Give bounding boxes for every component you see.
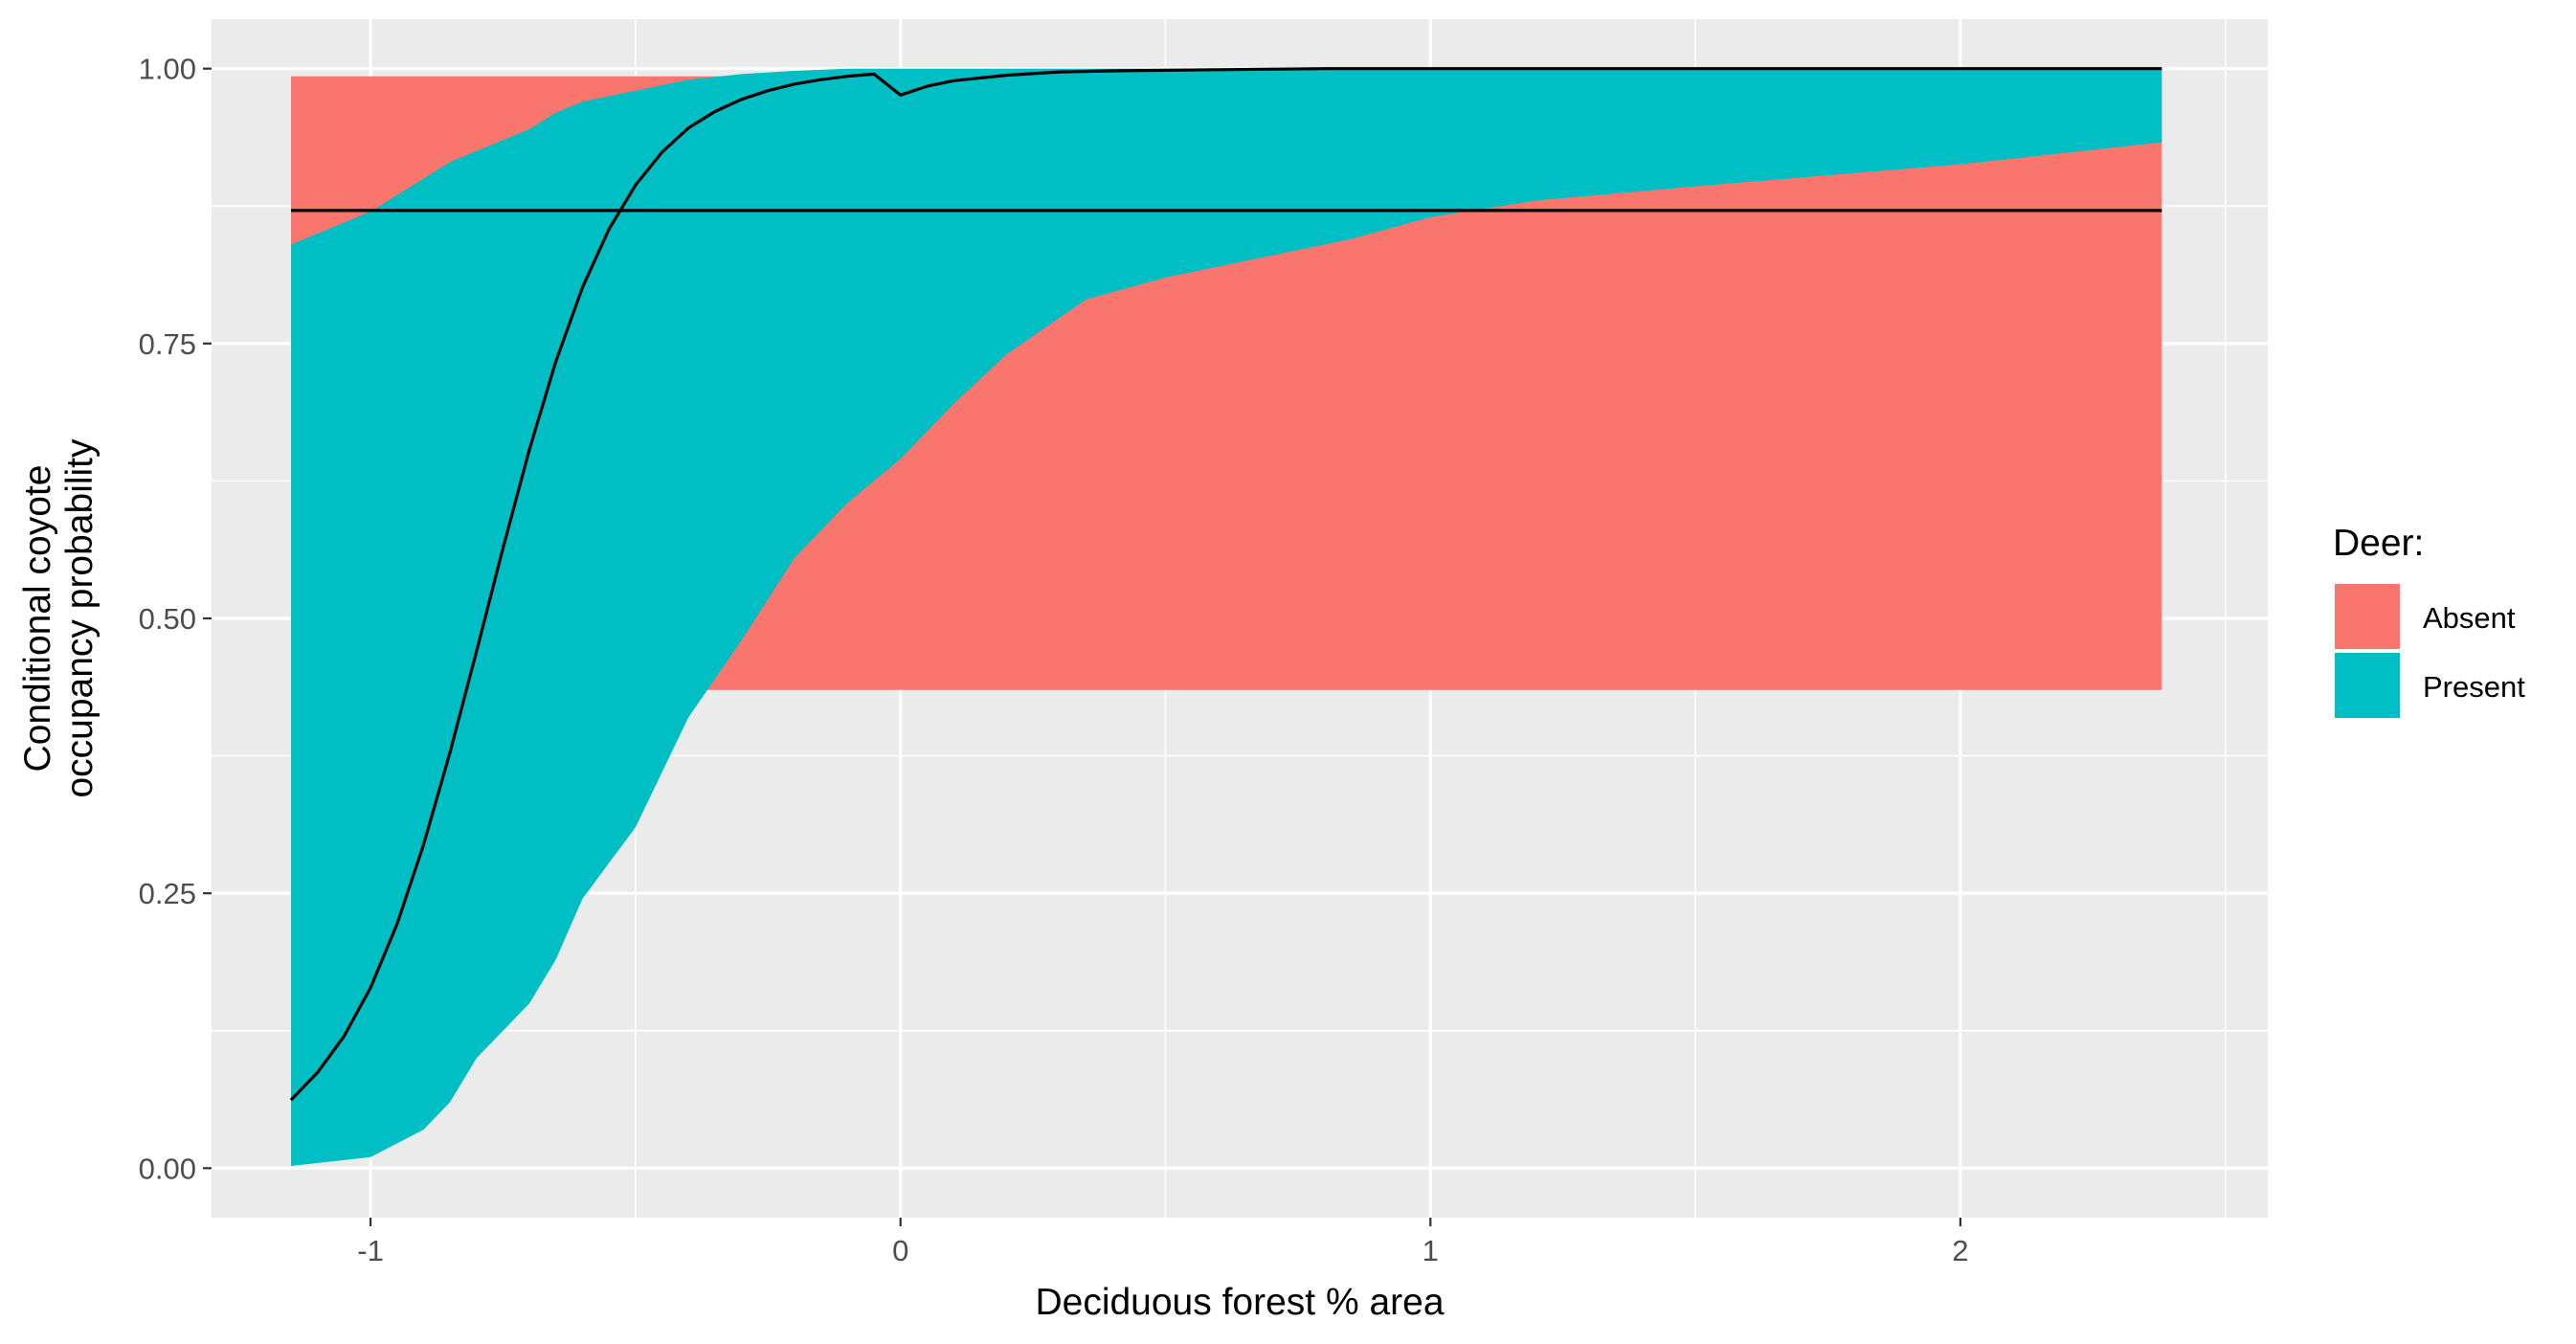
y-axis: 0.00 0.25 0.50 0.75 1.00 xyxy=(139,53,212,1185)
legend-key-present xyxy=(2335,653,2400,718)
y-tick-label: 0.25 xyxy=(139,877,196,910)
y-tick-label: 0.75 xyxy=(139,327,196,361)
x-tick-label: -1 xyxy=(357,1234,384,1267)
y-axis-title-line-2: occupancy probability xyxy=(59,438,101,798)
x-tick-label: 0 xyxy=(892,1234,908,1267)
series-layer xyxy=(289,67,2162,1167)
y-tick-label: 1.00 xyxy=(139,53,196,86)
y-tick-label: 0.50 xyxy=(139,602,196,636)
x-tick-label: 2 xyxy=(1952,1234,1968,1267)
legend: Deer: Absent Present xyxy=(2333,523,2525,718)
legend-label-present: Present xyxy=(2423,670,2525,704)
y-axis-title: Conditional coyote occupancy probability xyxy=(17,438,101,798)
legend-label-absent: Absent xyxy=(2423,601,2516,635)
legend-title: Deer: xyxy=(2333,523,2424,564)
legend-key-absent xyxy=(2335,584,2400,649)
y-axis-title-line-1: Conditional coyote xyxy=(17,465,58,773)
x-axis-title: Deciduous forest % area xyxy=(1035,1282,1444,1323)
line-2 xyxy=(289,67,2162,1102)
x-axis: -1 0 1 2 xyxy=(357,1218,1969,1267)
ribbon-present xyxy=(291,68,2162,1167)
x-tick-label: 1 xyxy=(1422,1234,1439,1267)
y-tick-label: 0.00 xyxy=(139,1152,196,1185)
